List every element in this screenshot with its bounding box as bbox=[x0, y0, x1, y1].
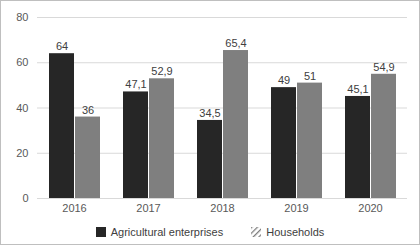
svg-text:49: 49 bbox=[278, 74, 290, 86]
svg-text:20: 20 bbox=[16, 147, 28, 159]
svg-text:40: 40 bbox=[16, 102, 28, 114]
svg-text:45,1: 45,1 bbox=[347, 83, 368, 95]
svg-text:2018: 2018 bbox=[210, 202, 234, 214]
svg-text:2019: 2019 bbox=[284, 202, 308, 214]
svg-text:52,9: 52,9 bbox=[151, 65, 172, 77]
svg-text:2020: 2020 bbox=[358, 202, 382, 214]
html-text:Households: Households bbox=[266, 226, 325, 238]
html-text:Agricultural enterprises: Agricultural enterprises bbox=[110, 226, 224, 238]
svg-text:64: 64 bbox=[56, 40, 68, 52]
svg-text:65,4: 65,4 bbox=[225, 37, 246, 49]
svg-text:54,9: 54,9 bbox=[373, 61, 394, 73]
svg-text:47,1: 47,1 bbox=[125, 78, 146, 90]
svg-text:0: 0 bbox=[22, 192, 28, 204]
svg-text:2017: 2017 bbox=[136, 202, 160, 214]
svg-text:36: 36 bbox=[82, 104, 94, 116]
svg-text:34,5: 34,5 bbox=[199, 107, 220, 119]
svg-text:2016: 2016 bbox=[62, 202, 86, 214]
svg-text:60: 60 bbox=[16, 56, 28, 68]
svg-text:80: 80 bbox=[16, 11, 28, 23]
svg-text:51: 51 bbox=[304, 70, 316, 82]
